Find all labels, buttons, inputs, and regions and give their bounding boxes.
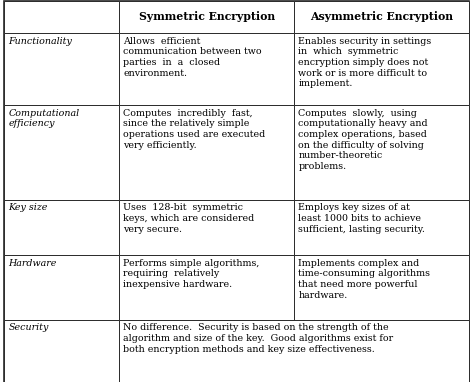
- Bar: [294, 254, 470, 319]
- Bar: [294, 199, 470, 254]
- Text: Implements complex and
time-consuming algorithms
that need more powerful
hardwar: Implements complex and time-consuming al…: [299, 259, 430, 300]
- Text: No difference.  Security is based on the strength of the
algorithm and size of t: No difference. Security is based on the …: [124, 324, 393, 354]
- Text: Performs simple algorithms,
requiring  relatively
inexpensive hardware.: Performs simple algorithms, requiring re…: [124, 259, 260, 289]
- Bar: [119, 319, 470, 382]
- Text: Functionality: Functionality: [9, 37, 73, 45]
- Bar: [4, 199, 119, 254]
- Text: Enables security in settings
in  which  symmetric
encryption simply does not
wor: Enables security in settings in which sy…: [299, 37, 432, 89]
- Bar: [4, 0, 119, 32]
- Bar: [294, 0, 470, 32]
- Bar: [4, 319, 119, 382]
- Bar: [119, 0, 294, 32]
- Bar: [294, 105, 470, 199]
- Text: Security: Security: [9, 324, 49, 332]
- Text: Employs key sizes of at
least 1000 bits to achieve
sufficient, lasting security.: Employs key sizes of at least 1000 bits …: [299, 204, 425, 234]
- Text: Hardware: Hardware: [9, 259, 57, 267]
- Text: Asymmetric Encryption: Asymmetric Encryption: [310, 11, 454, 22]
- Text: Computes  incredibly  fast,
since the relatively simple
operations used are exec: Computes incredibly fast, since the rela…: [124, 108, 266, 150]
- Text: Key size: Key size: [9, 204, 48, 212]
- Bar: [294, 32, 470, 105]
- Text: Uses  128-bit  symmetric
keys, which are considered
very secure.: Uses 128-bit symmetric keys, which are c…: [124, 204, 255, 234]
- Text: Allows  efficient
communication between two
parties  in  a  closed
environment.: Allows efficient communication between t…: [124, 37, 262, 78]
- Bar: [4, 254, 119, 319]
- Text: Symmetric Encryption: Symmetric Encryption: [139, 11, 275, 22]
- Bar: [4, 32, 119, 105]
- Bar: [119, 32, 294, 105]
- Bar: [4, 105, 119, 199]
- Bar: [119, 105, 294, 199]
- Bar: [119, 199, 294, 254]
- Text: Computational
efficiency: Computational efficiency: [9, 108, 80, 128]
- Text: Computes  slowly,  using
computationally heavy and
complex operations, based
on : Computes slowly, using computationally h…: [299, 108, 428, 171]
- Bar: [119, 254, 294, 319]
